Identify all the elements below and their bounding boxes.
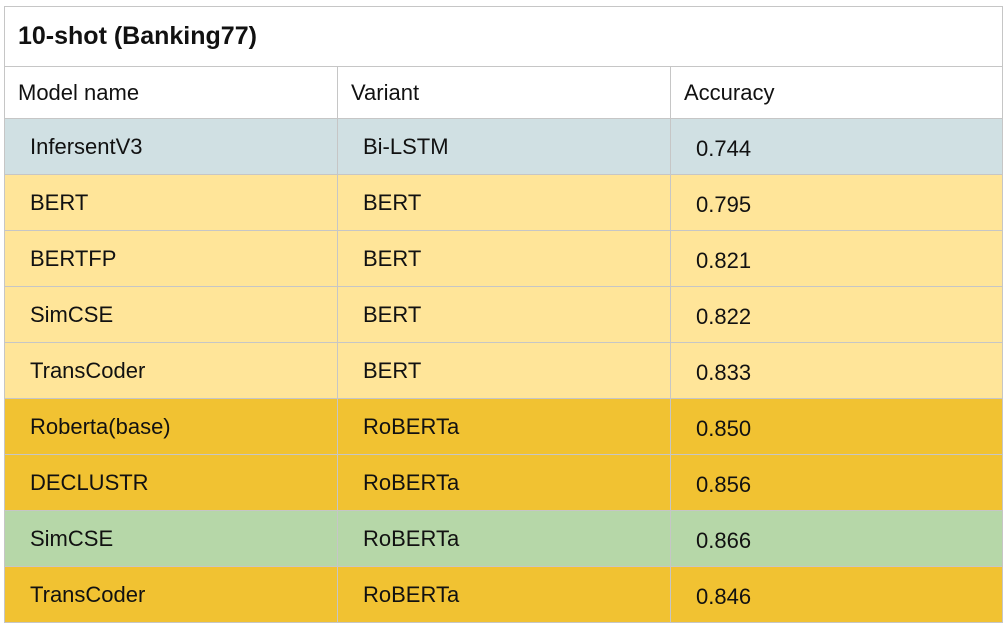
- variant-cell: RoBERTa: [337, 398, 671, 455]
- model-name-cell: BERTFP: [4, 230, 338, 287]
- variant-cell: BERT: [337, 230, 671, 287]
- column-header-accuracy: Accuracy: [670, 66, 1003, 119]
- accuracy-cell: 0.795: [670, 174, 1003, 231]
- variant-cell: RoBERTa: [337, 566, 671, 623]
- model-name-cell: TransCoder: [4, 566, 338, 623]
- table-title: 10-shot (Banking77): [4, 6, 1003, 67]
- accuracy-cell: 0.833: [670, 342, 1003, 399]
- variant-cell: BERT: [337, 342, 671, 399]
- accuracy-cell: 0.850: [670, 398, 1003, 455]
- column-header-variant: Variant: [337, 66, 671, 119]
- accuracy-cell: 0.821: [670, 230, 1003, 287]
- accuracy-cell: 0.846: [670, 566, 1003, 623]
- title-row: 10-shot (Banking77): [4, 6, 1003, 67]
- table-row: BERT BERT 0.795: [4, 174, 1003, 231]
- accuracy-cell: 0.866: [670, 510, 1003, 567]
- table-row: SimCSE BERT 0.822: [4, 286, 1003, 343]
- table-row: TransCoder BERT 0.833: [4, 342, 1003, 399]
- table-row: TransCoder RoBERTa 0.846: [4, 566, 1003, 623]
- model-name-cell: TransCoder: [4, 342, 338, 399]
- model-name-cell: SimCSE: [4, 510, 338, 567]
- results-table: 10-shot (Banking77) Model name Variant A…: [4, 6, 1003, 623]
- model-name-cell: DECLUSTR: [4, 454, 338, 511]
- variant-cell: RoBERTa: [337, 454, 671, 511]
- accuracy-cell: 0.744: [670, 118, 1003, 175]
- model-name-cell: Roberta(base): [4, 398, 338, 455]
- header-row: Model name Variant Accuracy: [4, 66, 1003, 119]
- table-row: InfersentV3 Bi-LSTM 0.744: [4, 118, 1003, 175]
- model-name-cell: BERT: [4, 174, 338, 231]
- table-row: Roberta(base) RoBERTa 0.850: [4, 398, 1003, 455]
- variant-cell: BERT: [337, 286, 671, 343]
- accuracy-cell: 0.856: [670, 454, 1003, 511]
- variant-cell: Bi-LSTM: [337, 118, 671, 175]
- model-name-cell: InfersentV3: [4, 118, 338, 175]
- column-header-model-name: Model name: [4, 66, 338, 119]
- variant-cell: RoBERTa: [337, 510, 671, 567]
- results-table-container: 10-shot (Banking77) Model name Variant A…: [4, 6, 1003, 623]
- table-row: SimCSE RoBERTa 0.866: [4, 510, 1003, 567]
- variant-cell: BERT: [337, 174, 671, 231]
- table-row: DECLUSTR RoBERTa 0.856: [4, 454, 1003, 511]
- accuracy-cell: 0.822: [670, 286, 1003, 343]
- model-name-cell: SimCSE: [4, 286, 338, 343]
- table-row: BERTFP BERT 0.821: [4, 230, 1003, 287]
